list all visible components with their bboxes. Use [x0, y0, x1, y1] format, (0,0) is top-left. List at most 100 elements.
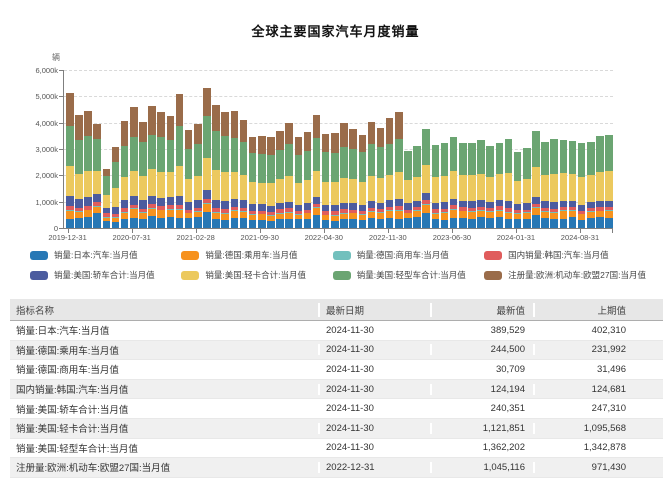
bar-segment: [75, 198, 83, 208]
table-row[interactable]: 注册量:欧洲:机动车:欧盟27国:当月值 2022-12-31 1,045,116 9…: [10, 458, 663, 478]
table-row[interactable]: 销量:美国:轿车合计:当月值 2024-11-30 240,351 247,310: [10, 399, 663, 419]
bar-segment: [376, 208, 385, 213]
stacked-bar: [166, 115, 175, 228]
bar-segment: [84, 206, 92, 210]
y-axis-tick-label: 3,000k: [35, 145, 58, 154]
table-header-cell: 指标名称: [16, 305, 55, 317]
stacked-bar: [422, 129, 431, 228]
bar-segment: [550, 212, 558, 219]
bar-segment: [285, 208, 293, 213]
bar-segment: [120, 121, 129, 147]
bar-segment: [340, 212, 348, 214]
bar-segment: [102, 168, 111, 176]
bar-segment: [166, 139, 175, 173]
stacked-bar: [367, 121, 376, 228]
bar-segment: [111, 213, 120, 218]
bar-segment: [312, 115, 321, 138]
bar-segment: [559, 139, 568, 174]
table-cell: 231,992: [533, 344, 663, 356]
chart-legend: 销量:日本:汽车:当月值 销量:德国:乘用车:当月值 销量:德国:商用车:当月值 国内…: [30, 248, 646, 282]
bar-segment: [276, 149, 284, 180]
bar-segment: [175, 125, 184, 166]
bar-segment: [294, 219, 303, 228]
bar-segment: [449, 198, 458, 206]
legend-item[interactable]: 销量:美国:轻卡合计:当月值: [181, 268, 332, 282]
stacked-bar: [129, 106, 138, 228]
legend-item[interactable]: 销量:日本:汽车:当月值: [30, 248, 181, 262]
bar-segment: [431, 177, 440, 203]
bar-segment: [486, 201, 495, 208]
legend-item[interactable]: 销量:德国:乘用车:当月值: [181, 248, 332, 262]
legend-item[interactable]: 国内销量:韩国:汽车:当月值: [484, 248, 646, 262]
legend-item[interactable]: 销量:德国:商用车:当月值: [332, 248, 484, 262]
table-cell: 注册量:欧洲:机动车:欧盟27国:当月值: [16, 463, 171, 475]
bar-segment: [367, 211, 376, 218]
bar-segment: [285, 143, 293, 177]
table-cell: 2024-11-30: [318, 324, 430, 336]
bar-segment: [596, 171, 604, 201]
bar-segment: [312, 207, 321, 209]
table-row[interactable]: 销量:美国:轻卡合计:当月值 2024-11-30 1,121,851 1,095,5…: [10, 418, 663, 439]
bar-segment: [221, 172, 229, 201]
bar-segment: [84, 197, 92, 207]
table-row[interactable]: 销量:美国:轻型车合计:当月值 2024-11-30 1,362,202 1,342,…: [10, 438, 663, 459]
bar-segment: [459, 207, 467, 211]
y-axis-tick-label: 2,000k: [35, 171, 58, 181]
bar-segment: [504, 173, 513, 202]
table-row[interactable]: 销量:日本:汽车:当月值 2024-11-30 389,529 402,310: [10, 321, 663, 341]
bar-segment: [367, 144, 376, 176]
bar-segment: [257, 210, 266, 214]
bar-segment: [312, 214, 321, 228]
bar-segment: [212, 105, 220, 131]
bar-segment: [395, 205, 403, 210]
bar-segment: [358, 211, 367, 215]
table-row[interactable]: 销量:德国:商用车:当月值 2024-11-30 30,709 31,496: [10, 360, 663, 380]
bar-segment: [468, 211, 476, 219]
bar-segment: [139, 208, 147, 213]
bar-segment: [541, 174, 549, 202]
bar-segment: [321, 211, 330, 215]
bar-segment: [239, 200, 248, 208]
bar-segment: [459, 200, 467, 208]
bar-segment: [468, 211, 476, 212]
table-row[interactable]: 销量:德国:乘用车:当月值 2024-11-30 244,500 231,992: [10, 340, 663, 361]
x-axis-tick: [387, 229, 389, 233]
table-row[interactable]: 国内销量:韩国:汽车:当月值 2024-11-30 124,194 124,681: [10, 379, 663, 400]
bar-segment: [541, 141, 549, 175]
bar-segment: [257, 213, 266, 215]
bar-segment: [303, 209, 312, 213]
bar-segment: [312, 170, 321, 197]
bar-segment: [175, 195, 184, 205]
bar-segment: [93, 123, 101, 139]
legend-item[interactable]: 销量:美国:轿车合计:当月值: [30, 268, 181, 282]
bar-segment: [385, 210, 394, 212]
bar-segment: [312, 196, 321, 204]
bar-segment: [276, 218, 284, 228]
x-axis-end-tick: [612, 229, 613, 233]
bar-segment: [541, 201, 549, 208]
stacked-bar: [276, 131, 284, 228]
bar-segment: [413, 176, 421, 201]
bar-segment: [184, 212, 193, 214]
bar-segment: [449, 170, 458, 199]
bar-segment: [93, 212, 101, 228]
stacked-bar: [212, 105, 220, 228]
bar-segment: [422, 129, 431, 165]
bar-segment: [321, 214, 330, 216]
bar-segment: [212, 212, 220, 213]
table-cell: 2024-11-30: [318, 442, 430, 454]
bar-segment: [376, 202, 385, 209]
y-axis-tick-label: 6,000k: [35, 66, 58, 75]
legend-item[interactable]: 销量:美国:轻型车合计:当月值: [332, 268, 484, 282]
bar-segment: [376, 218, 385, 228]
legend-item[interactable]: 注册量:欧洲:机动车:欧盟27国:当月值: [484, 268, 646, 282]
bar-segment: [395, 218, 403, 228]
stacked-bar: [385, 118, 394, 228]
stacked-bar: [468, 142, 476, 228]
bar-segment: [331, 214, 339, 216]
bar-segment: [513, 219, 522, 228]
bar-segment: [148, 204, 156, 208]
table-cell: 240,351: [430, 403, 533, 415]
legend-color-chip: [30, 270, 48, 280]
